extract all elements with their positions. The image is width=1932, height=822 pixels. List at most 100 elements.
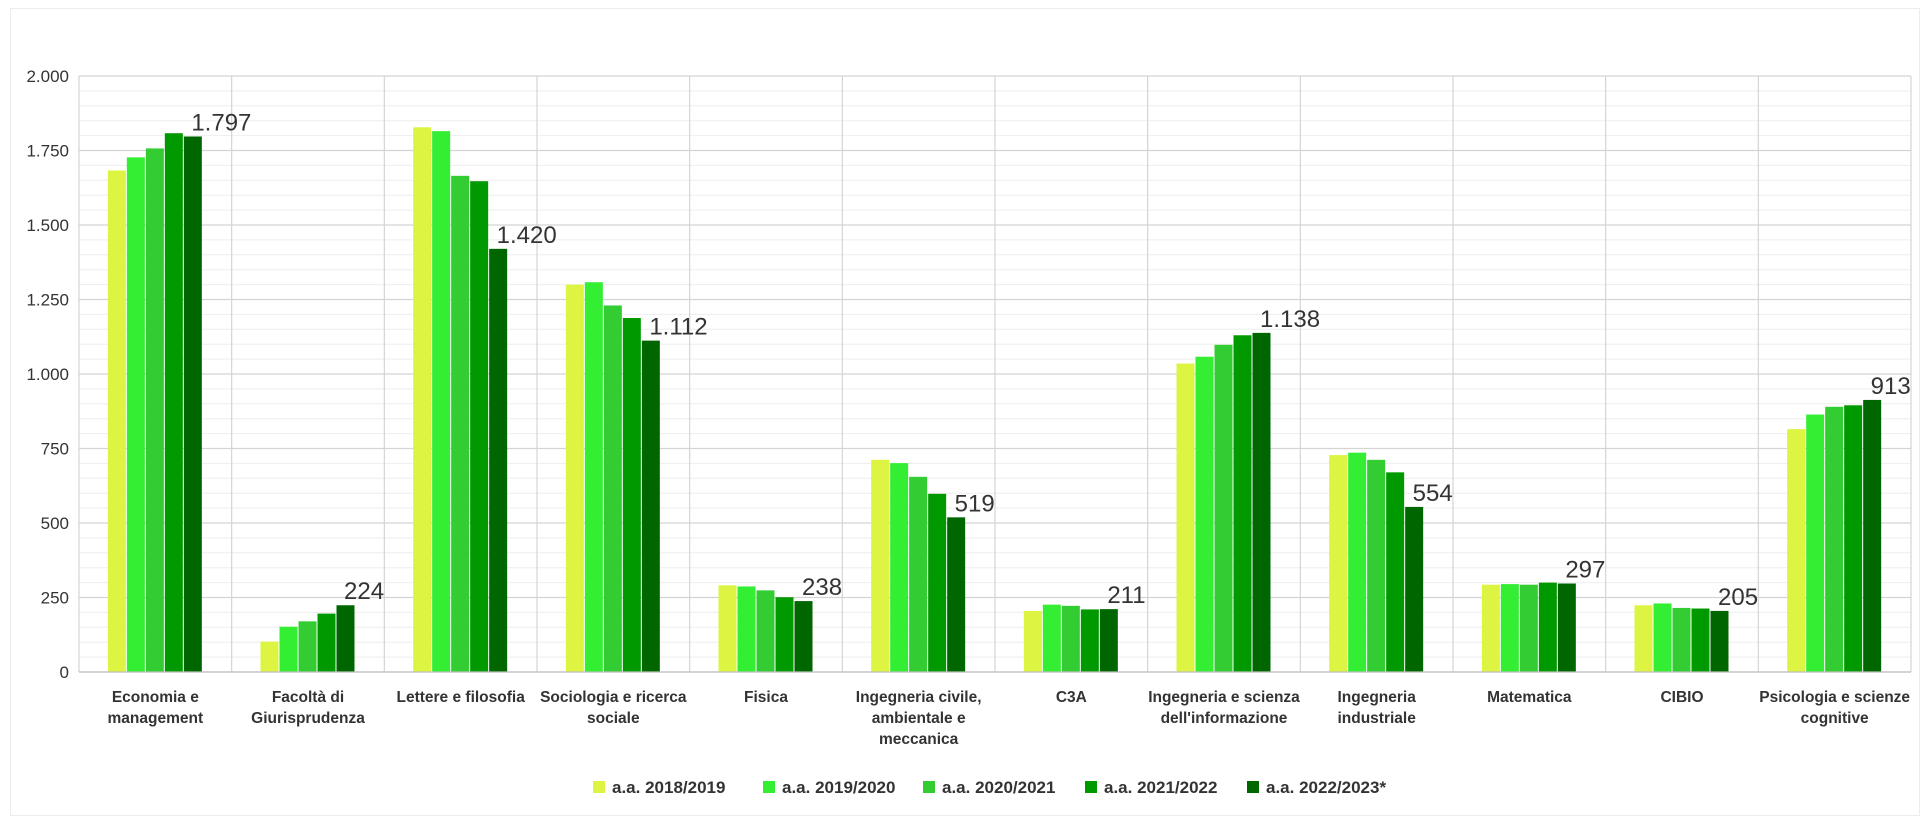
bar-group <box>1023 604 1118 672</box>
bar <box>317 613 336 672</box>
legend-swatch <box>593 781 605 793</box>
bar <box>775 597 794 672</box>
data-label: 554 <box>1413 480 1453 507</box>
bar-group <box>107 133 202 672</box>
bar <box>1061 605 1080 672</box>
grid <box>78 75 1912 673</box>
category-label: Ingegneria industriale <box>1337 689 1416 727</box>
bar <box>432 131 451 672</box>
bar <box>1710 610 1729 672</box>
category-label: Economia e management <box>108 689 204 727</box>
category-label: C3A <box>1056 689 1087 706</box>
y-tick-label: 1.500 <box>26 216 69 235</box>
bar <box>1519 584 1538 672</box>
category-label: Lettere e filosofia <box>396 689 525 706</box>
category-label: Sociologia e ricerca sociale <box>540 689 687 727</box>
bar-group <box>871 459 966 672</box>
bar <box>260 641 279 672</box>
legend-swatch <box>763 781 775 793</box>
bar <box>565 284 584 672</box>
bar <box>1787 429 1806 672</box>
data-label: 1.138 <box>1260 306 1320 333</box>
data-label: 211 <box>1107 582 1145 609</box>
legend-swatch <box>923 781 935 793</box>
bar <box>1367 459 1386 672</box>
bar <box>1863 399 1882 672</box>
bar-group <box>260 605 355 672</box>
bar <box>1634 605 1653 672</box>
category-label: Facoltà di Giurisprudenza <box>251 689 365 727</box>
bar <box>794 601 813 672</box>
legend-label: a.a. 2019/2020 <box>782 778 895 797</box>
y-tick-label: 2.000 <box>26 67 69 86</box>
bar <box>1825 406 1844 672</box>
legend-item: a.a. 2018/2019 <box>593 778 725 797</box>
bar <box>279 626 298 672</box>
bar-group <box>1176 332 1271 672</box>
bar <box>1214 344 1233 672</box>
bar-group <box>718 585 813 672</box>
data-label: 1.420 <box>497 222 557 249</box>
category-label: Psicologia e scienze cognitive <box>1759 689 1910 727</box>
category-label: Matematica <box>1487 689 1572 706</box>
bar <box>183 136 202 672</box>
data-label: 519 <box>955 490 995 517</box>
y-tick-label: 500 <box>41 514 69 533</box>
bar <box>756 590 775 672</box>
data-label: 1.112 <box>649 314 707 341</box>
bar <box>928 493 947 672</box>
bar-group <box>565 282 660 672</box>
bar-group <box>1481 582 1576 672</box>
y-tick-label: 1.250 <box>26 291 69 310</box>
legend-item: a.a. 2020/2021 <box>923 778 1055 797</box>
y-tick-label: 1.750 <box>26 142 69 161</box>
category-label: CIBIO <box>1660 689 1703 706</box>
bar <box>107 170 126 672</box>
y-tick-label: 0 <box>60 663 69 682</box>
bar <box>890 463 909 672</box>
bar-group <box>1634 603 1729 672</box>
bar <box>603 305 622 672</box>
bar <box>1176 363 1195 672</box>
bar <box>1386 472 1405 672</box>
bar <box>1233 335 1252 672</box>
bar <box>871 459 890 672</box>
bar <box>1099 609 1118 672</box>
bar-chart: 0 250 500 750 1.000 1.250 1.500 1.750 2.000 1.797… <box>26 67 1912 797</box>
bar <box>1500 584 1519 672</box>
data-label: 297 <box>1565 556 1605 583</box>
bar-group <box>413 127 508 673</box>
bar <box>622 317 641 672</box>
legend-label: a.a. 2022/2023* <box>1266 778 1386 797</box>
legend-label: a.a. 2018/2019 <box>612 778 725 797</box>
bar <box>1672 607 1691 672</box>
bar <box>1844 405 1863 672</box>
category-label: Ingegneria e scienza dell'informazione <box>1148 689 1300 727</box>
chart-frame: 0 250 500 750 1.000 1.250 1.500 1.750 2.000 1.797… <box>10 8 1920 816</box>
bar <box>1252 332 1271 672</box>
bar <box>1691 608 1710 672</box>
category-label: Ingegneria civile, ambientale e meccanica <box>856 689 982 748</box>
legend-label: a.a. 2021/2022 <box>1104 778 1217 797</box>
bar <box>718 585 737 672</box>
bar <box>947 517 966 672</box>
bar <box>489 248 508 672</box>
bar-group <box>1329 452 1424 672</box>
bar <box>451 175 470 672</box>
bar <box>1481 584 1500 672</box>
bar <box>1348 452 1367 672</box>
data-label: 1.797 <box>191 109 251 136</box>
data-label: 224 <box>344 578 384 605</box>
data-label: 238 <box>802 574 842 601</box>
bar <box>336 605 355 672</box>
bar <box>1653 603 1672 672</box>
data-label: 205 <box>1718 584 1758 611</box>
legend-item: a.a. 2021/2022 <box>1085 778 1217 797</box>
bar <box>909 476 928 672</box>
bar <box>1023 610 1042 672</box>
bar <box>641 340 660 672</box>
bar <box>145 148 164 672</box>
bar <box>164 133 183 672</box>
bar <box>1405 506 1424 672</box>
y-tick-label: 1.000 <box>26 365 69 384</box>
